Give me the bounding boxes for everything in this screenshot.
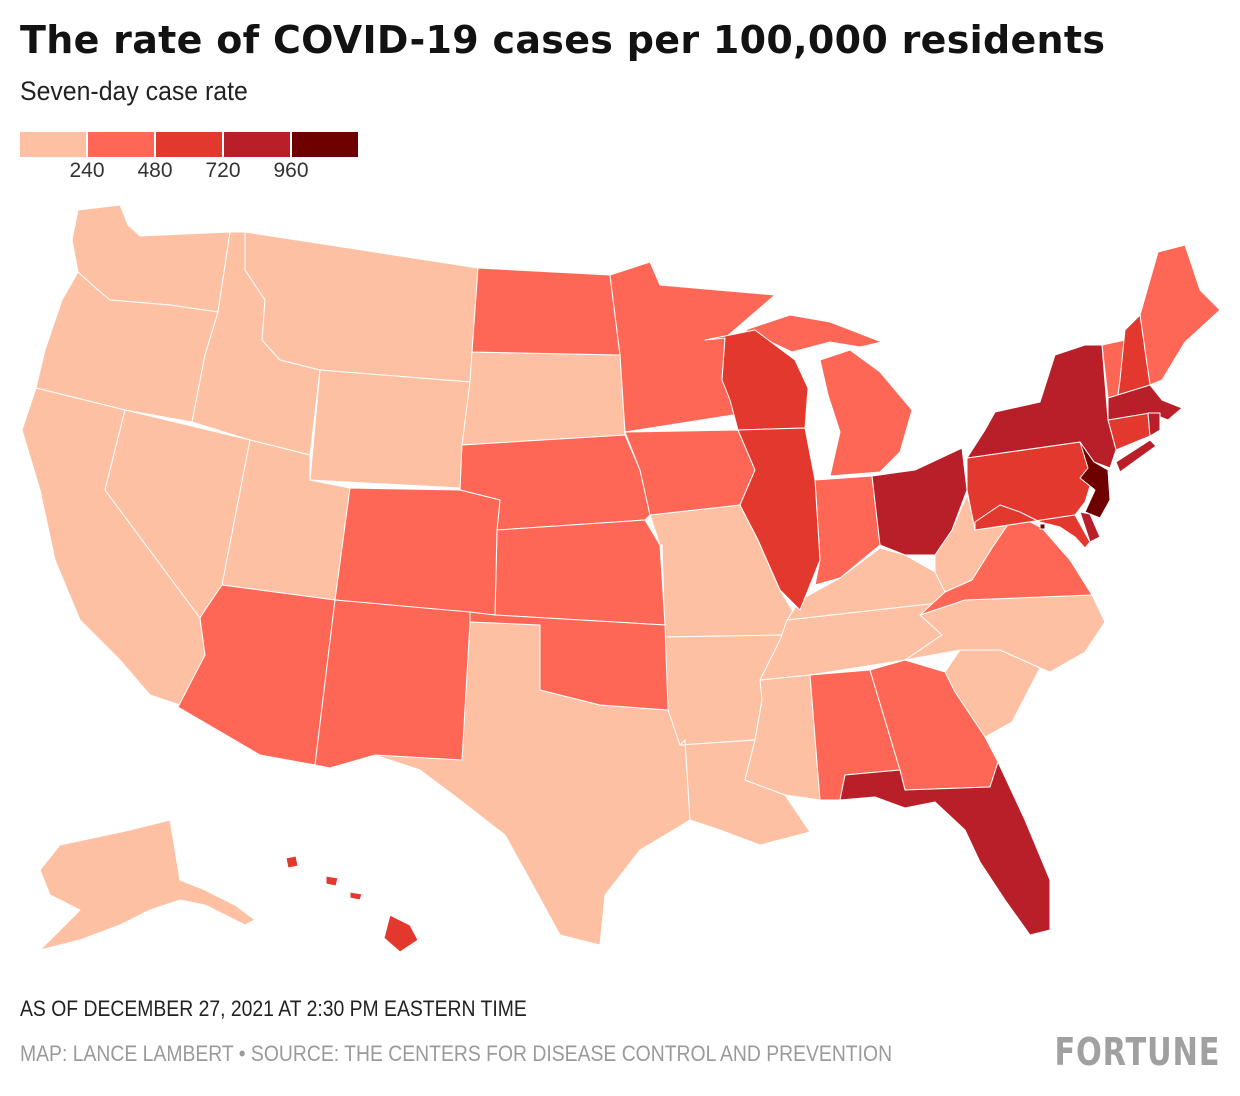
state-ak — [39, 819, 256, 951]
legend-swatches — [20, 132, 358, 157]
state-ri — [1147, 412, 1161, 437]
state-wy — [309, 369, 471, 489]
subtitle: Seven-day case rate — [20, 76, 248, 106]
legend-label: 480 — [137, 159, 173, 182]
legend-label: 240 — [69, 159, 105, 182]
legend-swatch-3 — [224, 132, 290, 157]
color-legend: 240 480 720 960 — [20, 132, 358, 183]
state-nj — [1079, 441, 1111, 519]
state-me — [1139, 244, 1221, 386]
legend-labels: 240 480 720 960 — [20, 157, 358, 183]
state-nm — [314, 599, 471, 769]
state-oh — [871, 447, 968, 556]
state-mt — [244, 231, 479, 383]
state-ok — [469, 611, 669, 711]
as-of-date: AS OF DECEMBER 27, 2021 AT 2:30 PM EASTE… — [20, 996, 527, 1021]
legend-label: 720 — [205, 159, 241, 182]
state-il — [737, 427, 821, 611]
state-ma — [1107, 384, 1183, 421]
state-co — [334, 487, 501, 616]
state-mi — [744, 314, 913, 477]
state-ks — [494, 519, 666, 626]
state-fl — [839, 761, 1051, 936]
legend-swatch-0 — [20, 132, 86, 157]
legend-swatch-1 — [88, 132, 154, 157]
legend-swatch-4 — [292, 132, 358, 157]
state-de — [1079, 511, 1101, 543]
legend-label: 960 — [273, 159, 309, 182]
state-hi — [285, 855, 419, 953]
fortune-logo: FORTUNE — [1054, 1030, 1220, 1074]
state-md — [974, 504, 1091, 549]
state-sd — [461, 351, 626, 446]
state-nd — [471, 267, 621, 356]
page-title: The rate of COVID-19 cases per 100,000 r… — [20, 18, 1106, 62]
credit-line: MAP: LANCE LAMBERT • SOURCE: THE CENTERS… — [20, 1041, 893, 1066]
legend-swatch-2 — [156, 132, 222, 157]
state-dc — [1039, 523, 1046, 530]
